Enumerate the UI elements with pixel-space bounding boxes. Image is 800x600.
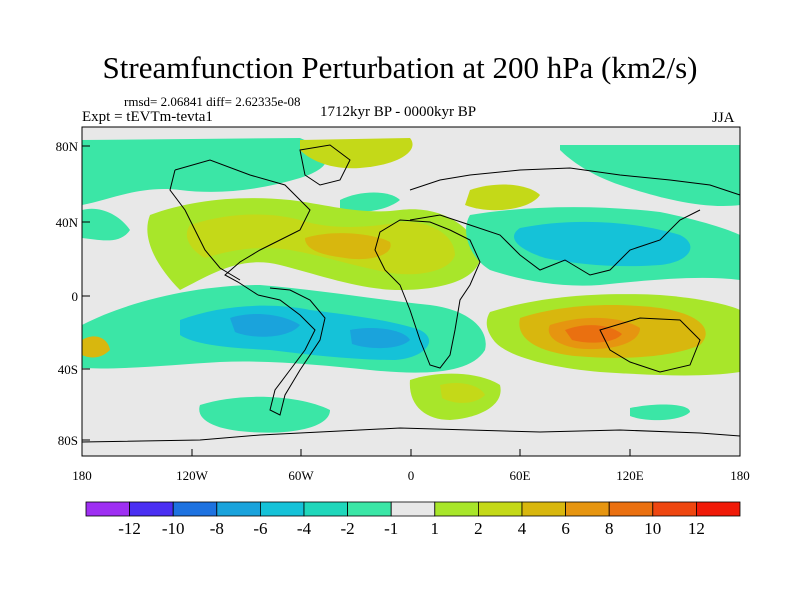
colorbar-swatch <box>477 501 523 517</box>
colorbar: -12 -10 -8 -6 -4 -2 -1 1 2 4 6 8 10 12 <box>85 501 741 538</box>
colorbar-swatch <box>565 501 610 517</box>
south-america-coast <box>257 287 326 416</box>
colorbar-label: -8 <box>210 519 224 538</box>
australia-coast <box>599 317 701 373</box>
colorbar-swatch <box>303 501 348 517</box>
positive-contour-north-pacific <box>82 138 327 205</box>
colorbar-swatch <box>608 501 654 517</box>
negative-contour-core-2 <box>350 328 410 349</box>
colorbar-label: -1 <box>384 519 398 538</box>
contour-field <box>82 127 740 456</box>
positive-contour-atlantic-core <box>305 233 391 260</box>
positive-contour-east-pacific <box>82 336 110 358</box>
stats-text: rmsd= 2.06841 diff= 2.62335e-08 <box>124 94 301 109</box>
colorbar-label: -4 <box>297 519 312 538</box>
greenland-coast <box>299 144 351 186</box>
lon-label: 60W <box>288 468 314 483</box>
colorbar-label: 2 <box>474 519 483 538</box>
negative-contour-asia-inner <box>514 221 691 267</box>
lat-label: 80S <box>58 433 78 448</box>
colorbar-swatch <box>129 501 174 517</box>
lon-label: 0 <box>408 468 415 483</box>
lat-label: 0 <box>72 289 79 304</box>
negative-contour-west-pacific <box>82 208 130 241</box>
lon-label: 60E <box>510 468 531 483</box>
positive-contour-south-africa-core <box>440 383 485 403</box>
colorbar-swatch <box>259 501 305 517</box>
north-america-west-coast <box>169 169 241 281</box>
colorbar-swatch <box>85 501 130 517</box>
lon-label: 180 <box>72 468 92 483</box>
africa-coast <box>374 219 481 369</box>
eurasia-north-coast <box>409 167 741 196</box>
colorbar-label: 12 <box>688 519 705 538</box>
negative-contour-north-atlantic <box>340 192 400 212</box>
lat-label: 80N <box>56 139 79 154</box>
experiment-label: Expt = tEVTm-tevta1 <box>82 109 213 125</box>
colorbar-label: 1 <box>431 519 440 538</box>
negative-contour-siberia <box>560 145 740 206</box>
negative-contour-south-indian <box>630 404 690 421</box>
colorbar-swatch <box>390 501 436 517</box>
colorbar-swatch <box>521 501 566 517</box>
coastlines <box>81 144 741 443</box>
positive-contour-urals <box>465 184 540 211</box>
north-america-coast <box>174 159 311 296</box>
season-label: JJA <box>712 110 735 126</box>
colorbar-label: 6 <box>561 519 570 538</box>
lon-label: 120E <box>616 468 644 483</box>
negative-contour-core-1 <box>230 314 300 337</box>
negative-contour-south-pacific <box>199 396 330 433</box>
colorbar-swatch <box>216 501 261 517</box>
map-title: Streamfunction Perturbation at 200 hPa (… <box>102 50 698 85</box>
colorbar-label: 10 <box>644 519 661 538</box>
antarctica-coast <box>81 427 741 443</box>
colorbar-swatch <box>347 501 392 517</box>
eurasia-south-coast <box>409 209 701 276</box>
axis-ticks <box>81 145 741 456</box>
colorbar-label: -6 <box>253 519 267 538</box>
period-label: 1712kyr BP - 0000kyr BP <box>320 104 477 120</box>
colorbar-label: 4 <box>518 519 527 538</box>
lon-label: 120W <box>176 468 209 483</box>
positive-contour-australia-max <box>565 325 622 343</box>
colorbar-label: 8 <box>605 519 614 538</box>
colorbar-swatch <box>434 501 479 517</box>
colorbar-swatch <box>696 501 741 517</box>
colorbar-swatch <box>172 501 218 517</box>
lat-label: 40S <box>58 362 78 377</box>
colorbar-label: -10 <box>162 519 185 538</box>
colorbar-label: -12 <box>118 519 141 538</box>
colorbar-swatch <box>652 501 697 517</box>
colorbar-label: -2 <box>341 519 355 538</box>
lat-label: 40N <box>56 215 79 230</box>
lon-label: 180 <box>730 468 750 483</box>
